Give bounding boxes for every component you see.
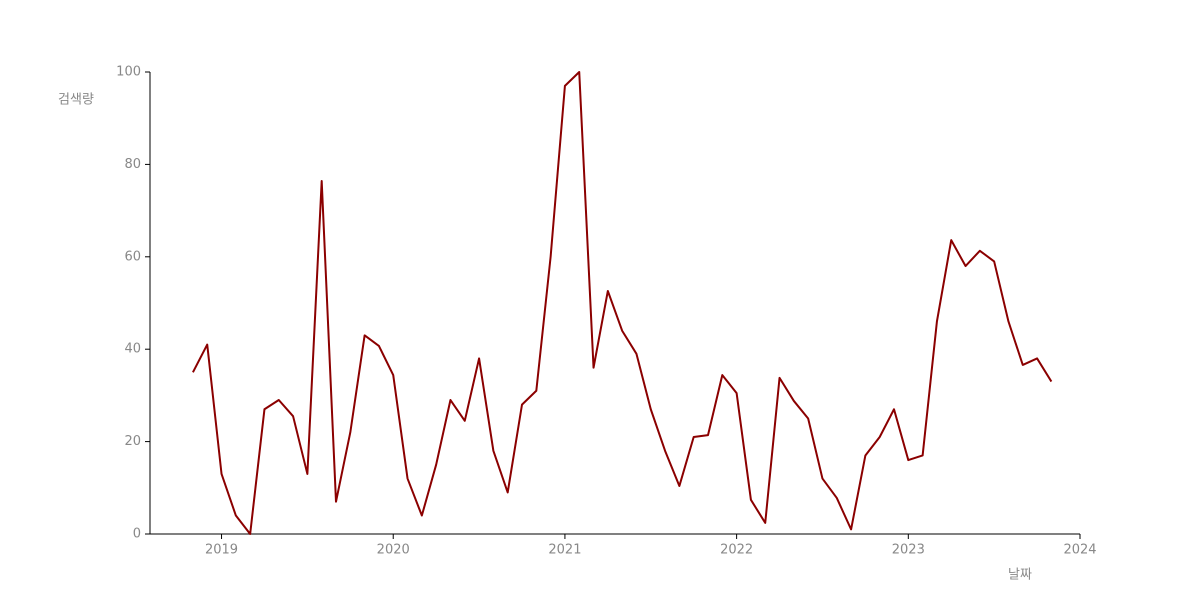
line: [192, 71, 1053, 535]
x-tick-label: 2022: [720, 543, 753, 558]
y-tick-label: 80: [124, 157, 141, 172]
y-tick-label: 20: [124, 434, 141, 449]
y-tick-label: 40: [124, 342, 141, 357]
y-tick-label: 100: [116, 65, 141, 80]
x-tick-label: 2019: [205, 543, 238, 558]
y-tick-label: 0: [133, 527, 141, 542]
y-axis-label: 검색량: [58, 93, 94, 108]
x-tick-label: 2024: [1063, 543, 1096, 558]
y-tick-label: 60: [124, 249, 141, 264]
x-tick-label: 2023: [892, 543, 925, 558]
x-axis-label: 날짜: [1008, 568, 1032, 583]
x-tick-label: 2020: [377, 543, 410, 558]
x-tick-label: 2021: [548, 543, 581, 558]
